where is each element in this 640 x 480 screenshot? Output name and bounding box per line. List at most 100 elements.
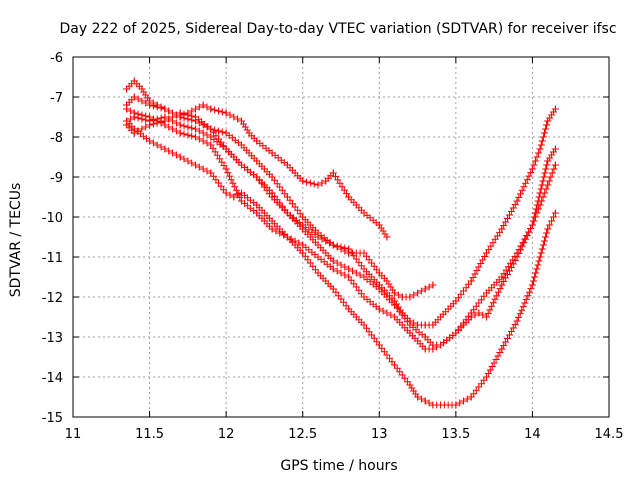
data-point bbox=[467, 277, 475, 285]
y-axis-label: SDTVAR / TECUs bbox=[8, 183, 24, 298]
data-point bbox=[237, 117, 245, 125]
data-point bbox=[268, 225, 276, 233]
data-point bbox=[406, 321, 414, 329]
data-point bbox=[536, 253, 544, 261]
data-point bbox=[414, 337, 422, 345]
data-point bbox=[161, 105, 169, 113]
data-point bbox=[482, 313, 490, 321]
data-point bbox=[345, 305, 353, 313]
data-point bbox=[130, 77, 138, 85]
data-point bbox=[207, 169, 215, 177]
data-point bbox=[299, 241, 307, 249]
data-point bbox=[421, 321, 429, 329]
data-point bbox=[544, 225, 552, 233]
data-point bbox=[268, 189, 276, 197]
data-point bbox=[314, 181, 322, 189]
data-point bbox=[528, 221, 536, 229]
data-point bbox=[498, 273, 506, 281]
data-point bbox=[192, 133, 200, 141]
data-point bbox=[360, 293, 368, 301]
data-point bbox=[268, 217, 276, 225]
data-point bbox=[314, 253, 322, 261]
data-point bbox=[345, 193, 353, 201]
y-tick-label: -12 bbox=[42, 291, 63, 306]
data-point bbox=[452, 329, 460, 337]
data-point bbox=[268, 173, 276, 181]
data-point bbox=[161, 145, 169, 153]
data-point bbox=[283, 233, 291, 241]
data-point bbox=[482, 289, 490, 297]
data-point bbox=[551, 105, 559, 113]
data-point bbox=[421, 397, 429, 405]
grid-lines bbox=[73, 57, 609, 417]
data-point bbox=[429, 281, 437, 289]
data-point bbox=[467, 309, 475, 317]
data-point bbox=[322, 177, 330, 185]
data-point bbox=[329, 257, 337, 265]
data-point bbox=[498, 345, 506, 353]
data-point bbox=[360, 321, 368, 329]
data-point bbox=[146, 121, 154, 129]
data-point bbox=[222, 145, 230, 153]
data-point bbox=[237, 161, 245, 169]
y-tick-label: -8 bbox=[50, 131, 63, 146]
data-point bbox=[360, 249, 368, 257]
data-point bbox=[536, 201, 544, 209]
data-point bbox=[383, 233, 391, 241]
data-point bbox=[375, 305, 383, 313]
data-point bbox=[299, 249, 307, 257]
data-point bbox=[391, 289, 399, 297]
data-point bbox=[375, 285, 383, 293]
series-satellite-6 bbox=[123, 117, 559, 409]
data-point bbox=[192, 125, 200, 133]
data-point bbox=[176, 129, 184, 137]
data-point bbox=[253, 137, 261, 145]
data-point bbox=[406, 329, 414, 337]
data-point bbox=[375, 221, 383, 229]
data-point bbox=[406, 381, 414, 389]
data-point bbox=[391, 313, 399, 321]
y-tick-label: -15 bbox=[42, 411, 63, 426]
data-point bbox=[253, 209, 261, 217]
data-point bbox=[421, 333, 429, 341]
data-point bbox=[421, 345, 429, 353]
data-point bbox=[329, 169, 337, 177]
data-point bbox=[360, 273, 368, 281]
y-tick-label: -6 bbox=[50, 51, 63, 66]
axis-ticks: 11 11.5 12 12.5 13 13.5 14 14.5 -6 -7 -8 -9 -10 -11 -1… bbox=[42, 51, 624, 442]
data-point bbox=[437, 313, 445, 321]
data-point bbox=[345, 273, 353, 281]
data-point bbox=[222, 189, 230, 197]
data-point bbox=[253, 157, 261, 165]
y-tick-label: -11 bbox=[42, 251, 63, 266]
data-point bbox=[283, 193, 291, 201]
data-point bbox=[253, 173, 261, 181]
data-point bbox=[314, 269, 322, 277]
data-point bbox=[429, 401, 437, 409]
x-tick-label: 13.5 bbox=[441, 427, 470, 442]
data-point bbox=[146, 101, 154, 109]
data-point bbox=[414, 321, 422, 329]
data-point bbox=[299, 213, 307, 221]
data-point bbox=[123, 117, 131, 125]
data-point bbox=[551, 145, 559, 153]
data-point bbox=[498, 281, 506, 289]
plot-frame bbox=[72, 56, 610, 418]
data-point bbox=[544, 181, 552, 189]
data-point bbox=[123, 85, 131, 93]
data-point bbox=[429, 345, 437, 353]
data-point bbox=[414, 289, 422, 297]
data-point bbox=[360, 209, 368, 217]
y-tick-label: -10 bbox=[42, 211, 63, 226]
data-point bbox=[329, 285, 337, 293]
data-point bbox=[283, 209, 291, 217]
x-tick-label: 11 bbox=[65, 427, 82, 442]
data-point bbox=[391, 361, 399, 369]
data-point bbox=[299, 177, 307, 185]
data-point bbox=[253, 201, 261, 209]
data-point bbox=[383, 277, 391, 285]
data-point bbox=[475, 309, 483, 317]
data-point bbox=[429, 321, 437, 329]
